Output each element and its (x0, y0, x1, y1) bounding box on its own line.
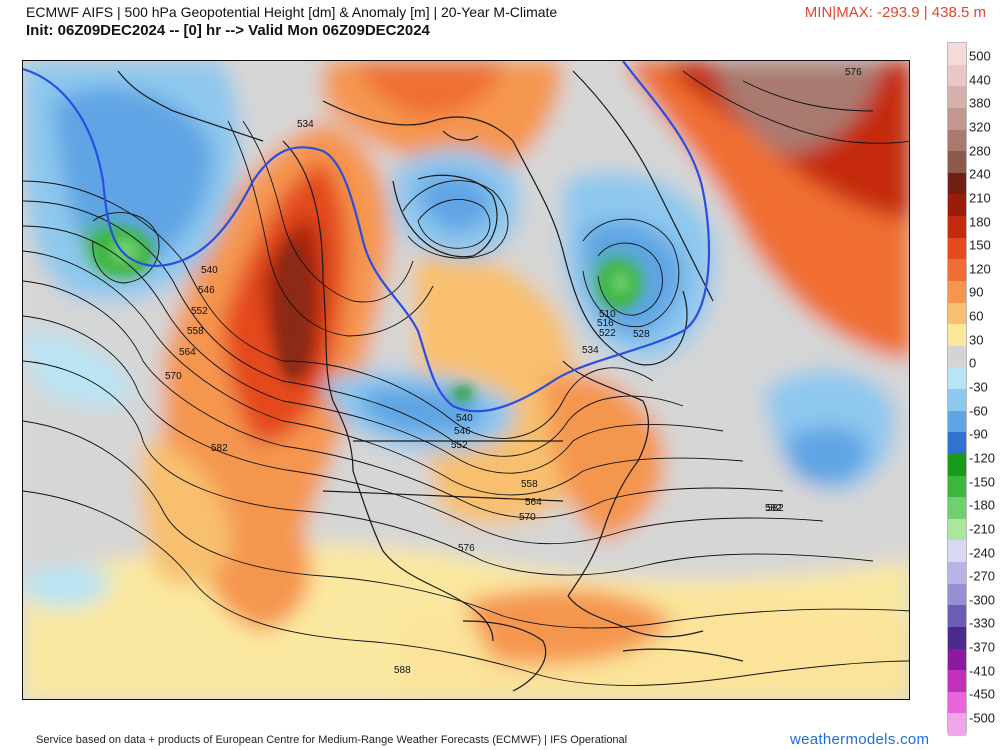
colorbar-tick-label: 500 (969, 48, 991, 64)
map-label: 552 (191, 306, 208, 317)
chart-title: ECMWF AIFS | 500 hPa Geopotential Height… (26, 4, 558, 20)
anomaly-map: 534 540 546 552 558 564 570 582 510 516 … (23, 61, 909, 699)
valid-time-subtitle: Init: 06Z09DEC2024 -- [0] hr --> Valid M… (26, 22, 430, 39)
coastlines (117, 70, 744, 692)
colorbar-tick-label: 280 (969, 143, 991, 159)
map-label: 534 (582, 345, 599, 356)
contour-labels: 534 540 546 552 558 564 570 582 510 516 … (165, 67, 862, 676)
colorbar-tick-label: -240 (969, 545, 996, 560)
colorbar-tick-label: 90 (969, 284, 984, 300)
colorbar-swatch (948, 280, 966, 303)
map-label: 558 (187, 326, 204, 337)
colorbar-tick-label: -30 (969, 379, 988, 395)
colorbar-tick-label: 210 (969, 190, 991, 206)
map-label: 552 (451, 440, 468, 451)
highlight-contour (23, 61, 711, 413)
map-label: 582 (767, 503, 784, 514)
map-label: 564 (179, 347, 196, 358)
map-label: 558 (521, 479, 538, 490)
colorbar-swatch (948, 64, 966, 87)
map-label: 534 (297, 119, 314, 130)
colorbar-swatch (948, 367, 966, 390)
data-credit: Service based on data + products of Euro… (36, 734, 628, 746)
anomaly-colorbar (947, 42, 967, 736)
colorbar-swatch (948, 389, 966, 412)
colorbar-swatch (948, 410, 966, 433)
colorbar-tick-label: 320 (969, 119, 991, 135)
map-label: 564 (525, 497, 542, 508)
map-label: 516 (597, 318, 614, 329)
colorbar-swatch (948, 216, 966, 239)
colorbar-swatch (948, 518, 966, 541)
colorbar-tick-label: 30 (969, 332, 984, 348)
colorbar-tick-label: -300 (969, 592, 996, 608)
map-label: 582 (765, 503, 782, 514)
colorbar-swatch (948, 107, 966, 130)
colorbar-tick-label: -270 (969, 568, 996, 584)
map-label: 522 (599, 328, 616, 339)
colorbar-tick-label: 380 (969, 95, 991, 111)
colorbar-tick-label: 60 (969, 308, 984, 324)
map-label: 582 (211, 443, 228, 454)
colorbar-swatch (948, 432, 966, 455)
colorbar-tick-label: -330 (969, 615, 996, 631)
map-label: 546 (198, 285, 215, 296)
map-label: 570 (519, 512, 536, 523)
colorbar-swatch (948, 583, 966, 606)
map-label: 528 (633, 329, 650, 340)
colorbar-swatch (948, 497, 966, 520)
colorbar-tick-label: -450 (969, 686, 996, 702)
map-label: 540 (456, 413, 473, 424)
colorbar-swatch (948, 605, 966, 628)
map-label: 570 (165, 371, 182, 382)
colorbar-swatch (948, 259, 966, 282)
colorbar-tick-label: 240 (969, 166, 991, 182)
map-label: 546 (454, 426, 471, 437)
colorbar-swatch (948, 237, 966, 260)
colorbar-swatch (948, 540, 966, 563)
colorbar-tick-label: -150 (969, 474, 996, 490)
colorbar-tick-label: -90 (969, 426, 988, 442)
colorbar-swatch (948, 324, 966, 347)
colorbar-swatch (948, 648, 966, 671)
colorbar-tick-label: 120 (969, 261, 991, 277)
map-label: 540 (201, 265, 218, 276)
brand-link[interactable]: weathermodels.com (790, 731, 930, 748)
colorbar-swatch (948, 172, 966, 195)
map-panel[interactable]: 534 540 546 552 558 564 570 582 510 516 … (22, 60, 910, 700)
colorbar-tick-label: -370 (969, 639, 996, 655)
colorbar-swatch (948, 86, 966, 109)
colorbar-swatch (948, 626, 966, 649)
map-label: 576 (458, 543, 475, 554)
min-max-readout: MIN|MAX: -293.9 | 438.5 m (804, 4, 986, 21)
colorbar-tick-label: -60 (969, 403, 988, 419)
colorbar-swatch (948, 670, 966, 693)
colorbar-swatch (948, 194, 966, 217)
colorbar-swatch (948, 691, 966, 714)
colorbar-tick-label: 440 (969, 72, 991, 88)
height-contours (23, 70, 909, 686)
map-label: 576 (845, 67, 862, 78)
colorbar-tick-label: -210 (969, 521, 996, 537)
colorbar-swatch (948, 713, 966, 736)
colorbar-tick-label: 180 (969, 214, 991, 229)
colorbar-tick-label: -500 (969, 710, 996, 726)
colorbar-swatch (948, 43, 966, 66)
colorbar-tick-label: 150 (969, 237, 991, 253)
colorbar-swatch (948, 475, 966, 498)
map-label: 510 (599, 309, 616, 320)
colorbar-swatch (948, 302, 966, 325)
colorbar-tick-label: -120 (969, 450, 996, 466)
colorbar-swatch (948, 129, 966, 152)
colorbar-swatch (948, 345, 966, 368)
colorbar-tick-label: -180 (969, 497, 996, 513)
colorbar-tick-label: 0 (969, 355, 977, 371)
anomaly-shading (23, 61, 909, 699)
colorbar-swatch (948, 151, 966, 174)
colorbar-swatch (948, 453, 966, 476)
colorbar-swatch (948, 562, 966, 585)
colorbar-tick-label: -410 (969, 663, 996, 679)
map-label: 588 (394, 665, 411, 676)
